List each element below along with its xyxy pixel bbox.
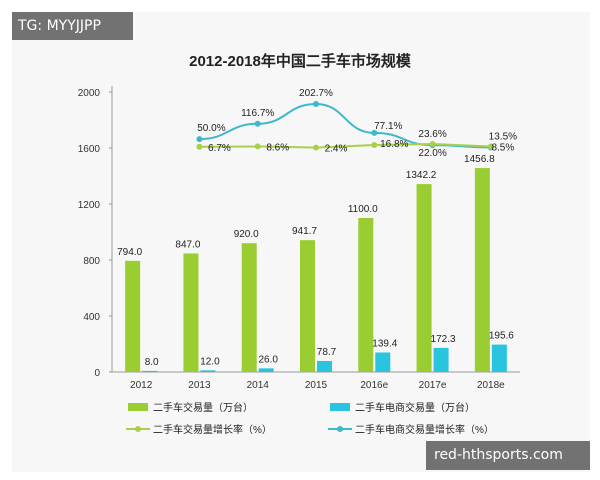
point-ecommerce-growth <box>371 129 378 136</box>
bar-label-used-car-volume: 1342.2 <box>406 170 437 181</box>
y-tick-label: 2000 <box>78 88 101 99</box>
bar-label-ecommerce-volume: 78.7 <box>317 347 337 358</box>
legend-label-used-car-volume: 二手车交易量（万台） <box>153 401 253 414</box>
axes: 0 400 800 1200 1600 2000 2012 2013 2014 2015 2016e… <box>78 86 520 391</box>
bar-label-used-car-volume: 1100.0 <box>348 204 378 215</box>
point-volume-growth <box>429 141 436 147</box>
bar-label-ecommerce-volume: 172.3 <box>431 334 456 345</box>
y-tick-label: 800 <box>83 256 100 267</box>
bar-used-car-volume <box>241 243 257 372</box>
bar-used-car-volume <box>416 184 432 372</box>
line-label-volume-growth: 6.7% <box>208 143 231 154</box>
legend-label-ecommerce-volume: 二手车电商交易量（万台） <box>355 401 475 414</box>
watermark-bottom-right: red-hthsports.com <box>426 441 590 470</box>
legend: 二手车交易量（万台） 二手车电商交易量（万台） 二手车交易量增长率（%） 二手车电商交… <box>126 401 494 436</box>
line-label-volume-growth: 22.0% <box>418 148 446 159</box>
line-label-ecommerce-growth: 202.7% <box>299 88 333 99</box>
legend-marker-volume-growth <box>135 426 141 432</box>
bar-label-used-car-volume: 794.0 <box>117 247 142 258</box>
bar-ecommerce-volume <box>142 370 158 372</box>
bar-ecommerce-volume <box>258 368 274 372</box>
line-label-volume-growth: 8.5% <box>491 142 514 153</box>
bar-label-ecommerce-volume: 139.4 <box>372 338 397 349</box>
bar-ecommerce-volume <box>433 347 449 372</box>
line-label-volume-growth: 8.6% <box>266 142 289 153</box>
growth-lines <box>196 101 494 151</box>
point-ecommerce-growth <box>254 120 261 127</box>
x-tick-label: 2016e <box>360 380 388 391</box>
bar-label-ecommerce-volume: 12.0 <box>200 356 220 367</box>
point-volume-growth <box>196 143 203 150</box>
bar-label-used-car-volume: 920.0 <box>234 229 259 240</box>
point-ecommerce-growth <box>196 136 203 143</box>
x-tick-label: 2013 <box>188 380 211 391</box>
bar-ecommerce-volume <box>317 360 332 372</box>
line-label-ecommerce-growth: 50.0% <box>197 123 225 134</box>
bar-used-car-volume <box>300 240 315 372</box>
bar-used-car-volume <box>183 253 199 372</box>
legend-swatch-used-car-volume <box>128 403 148 411</box>
watermark-top-left: TG: MYYJJPP <box>12 12 133 40</box>
chart-title: 2012-2018年中国二手车市场规模 <box>189 52 412 70</box>
bar-used-car-volume <box>474 168 490 372</box>
bar-used-car-volume <box>125 260 141 372</box>
line-label-volume-growth: 2.4% <box>325 144 348 155</box>
legend-label-volume-growth: 二手车交易量增长率（%） <box>153 423 272 436</box>
bar-label-ecommerce-volume: 195.6 <box>489 331 514 342</box>
y-tick-label: 1600 <box>78 144 101 155</box>
legend-marker-ecommerce-growth <box>337 426 343 432</box>
y-tick-label: 0 <box>94 368 100 379</box>
line-label-volume-growth: 16.8% <box>380 139 408 150</box>
point-volume-growth <box>254 143 261 150</box>
bar-label-ecommerce-volume: 26.0 <box>258 354 278 365</box>
bar-label-used-car-volume: 1456.8 <box>464 154 495 165</box>
bar-ecommerce-volume <box>375 352 391 372</box>
line-label-ecommerce-growth: 77.1% <box>374 121 402 132</box>
legend-label-ecommerce-growth: 二手车电商交易量增长率（%） <box>355 423 494 436</box>
legend-swatch-ecommerce-volume <box>330 403 350 411</box>
line-label-ecommerce-growth: 23.6% <box>418 129 446 140</box>
line-label-ecommerce-growth: 116.7% <box>241 108 274 119</box>
bars <box>125 168 507 372</box>
line-label-ecommerce-growth: 13.5% <box>489 131 517 142</box>
x-tick-label: 2018e <box>477 380 505 391</box>
x-tick-label: 2012 <box>130 380 153 391</box>
bar-label-used-car-volume: 847.0 <box>175 239 200 250</box>
point-volume-growth <box>371 141 378 148</box>
point-volume-growth <box>487 143 494 150</box>
bar-label-ecommerce-volume: 8.0 <box>145 357 159 368</box>
x-tick-label: 2017e <box>419 380 447 391</box>
point-ecommerce-growth <box>313 101 319 107</box>
x-tick-label: 2014 <box>247 380 270 391</box>
line-volume-growth <box>199 142 491 149</box>
y-tick-label: 1200 <box>78 200 101 211</box>
y-tick-label: 400 <box>83 312 100 323</box>
bar-used-car-volume <box>358 218 374 372</box>
bar-ecommerce-volume <box>200 370 216 372</box>
x-tick-label: 2015 <box>305 380 328 391</box>
bar-ecommerce-volume <box>491 344 507 372</box>
bar-label-used-car-volume: 941.7 <box>292 226 317 237</box>
point-volume-growth <box>313 144 319 151</box>
